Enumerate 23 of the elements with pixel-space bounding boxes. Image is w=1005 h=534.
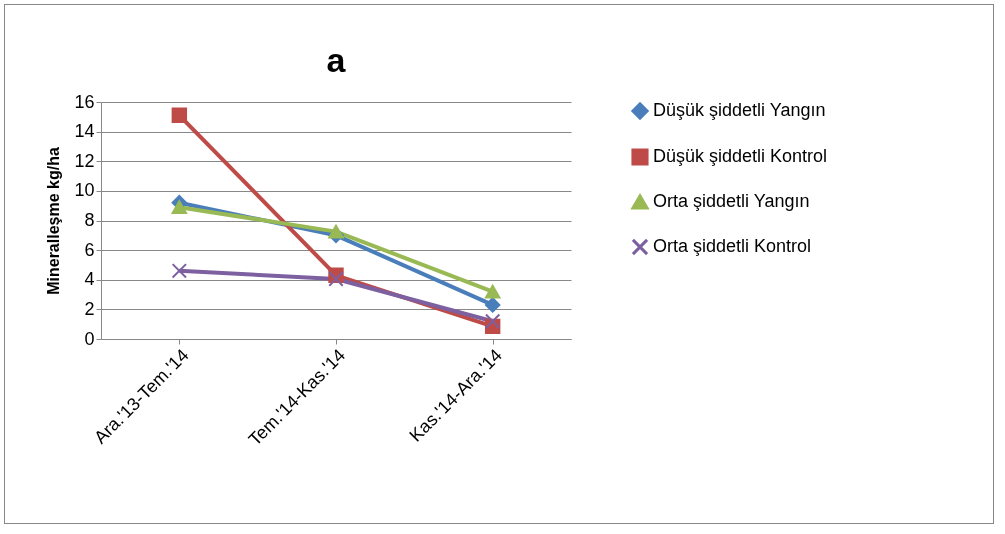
y-tick-label: 6 bbox=[84, 239, 95, 260]
y-tick-label: 4 bbox=[84, 269, 95, 290]
legend-label: Düşük şiddetli Kontrol bbox=[653, 146, 828, 166]
y-tick-label: 10 bbox=[74, 180, 95, 201]
point bbox=[328, 224, 344, 239]
point bbox=[171, 107, 188, 124]
legend-label: Orta şiddetli Yangın bbox=[653, 191, 810, 211]
point bbox=[484, 297, 501, 313]
y-tick-label: 2 bbox=[84, 298, 95, 319]
chart-title: a bbox=[326, 41, 347, 79]
legend-label: Orta şiddetli Kontrol bbox=[653, 236, 812, 256]
point bbox=[171, 263, 188, 279]
y-tick-label: 16 bbox=[74, 91, 95, 112]
legend-label: Düşük şiddetli Yangın bbox=[653, 100, 826, 120]
y-tick-label: 14 bbox=[74, 121, 95, 142]
point bbox=[484, 313, 501, 329]
y-tick-label: 0 bbox=[84, 328, 95, 349]
y-tick-label: 8 bbox=[84, 210, 95, 230]
point bbox=[484, 284, 501, 299]
y-tick-label: 12 bbox=[74, 150, 95, 171]
point bbox=[328, 271, 344, 287]
y-axis-title: Mineralleşme kg/ha bbox=[45, 147, 63, 295]
point bbox=[171, 200, 188, 214]
